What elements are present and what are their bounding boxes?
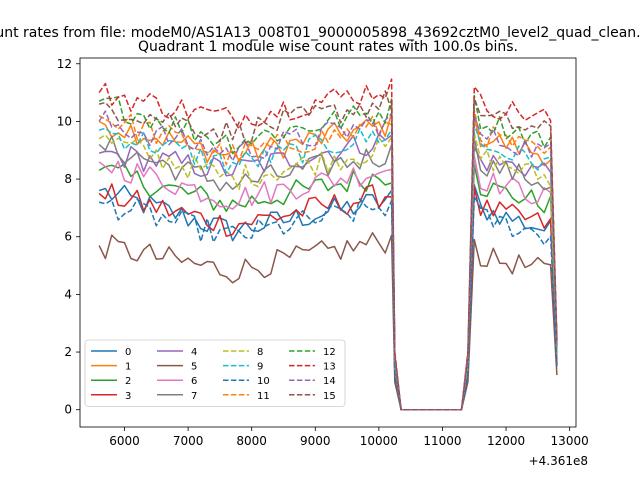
y-axis: 0 2 4 6 8 10 12 <box>57 57 80 417</box>
x-tick-label: 8000 <box>236 434 267 448</box>
series-line-11 <box>98 109 558 411</box>
legend-label-12: 12 <box>323 347 336 358</box>
legend-label-9: 9 <box>257 362 263 373</box>
series-line-9 <box>98 123 558 411</box>
series-line-1 <box>98 112 558 411</box>
y-tick-label: 10 <box>57 114 72 128</box>
plot-lines <box>98 78 558 411</box>
y-tick-label: 4 <box>64 287 72 301</box>
legend-label-15: 15 <box>323 391 336 402</box>
series-line-14 <box>98 110 558 411</box>
series-line-12 <box>98 94 558 411</box>
y-tick-label: 6 <box>64 230 72 244</box>
series-line-2 <box>98 163 558 411</box>
y-tick-label: 0 <box>64 403 72 417</box>
legend-label-7: 7 <box>191 391 197 402</box>
legend-label-5: 5 <box>191 362 197 373</box>
legend-label-14: 14 <box>323 376 336 387</box>
series-line-8 <box>98 132 558 411</box>
y-tick-label: 12 <box>57 57 72 71</box>
x-tick-label: 10000 <box>360 434 398 448</box>
legend-label-11: 11 <box>257 391 270 402</box>
legend-label-6: 6 <box>191 376 197 387</box>
chart-title: Quadrant 1 module wise count rates with … <box>138 39 518 55</box>
x-tick-label: 11000 <box>423 434 461 448</box>
series-line-10 <box>98 195 558 411</box>
legend-label-3: 3 <box>125 391 131 402</box>
legend-label-0: 0 <box>125 347 131 358</box>
series-line-7 <box>98 135 558 411</box>
legend-label-13: 13 <box>323 362 336 373</box>
series-line-3 <box>98 183 558 411</box>
plot-frame <box>79 57 577 428</box>
x-tick-label: 12000 <box>487 434 525 448</box>
legend-label-10: 10 <box>257 376 270 387</box>
legend-label-4: 4 <box>191 347 197 358</box>
x-tick-label: 7000 <box>173 434 204 448</box>
x-axis-offset-label: +4.361e8 <box>529 454 588 468</box>
legend-label-2: 2 <box>125 376 131 387</box>
x-axis: 6000 7000 8000 9000 10000 11000 12000 13000 <box>109 427 589 448</box>
x-tick-label: 9000 <box>300 434 331 448</box>
legend-box <box>84 339 346 407</box>
y-tick-label: 2 <box>64 345 72 359</box>
series-line-15 <box>98 90 558 411</box>
x-tick-label: 6000 <box>109 434 140 448</box>
figure-suptitle: Count rates from file: modeM0/AS1A13_008… <box>0 25 640 41</box>
series-line-5 <box>98 232 558 411</box>
y-tick-label: 8 <box>64 172 72 186</box>
series-line-4 <box>98 133 558 411</box>
legend-label-1: 1 <box>125 362 131 373</box>
series-line-6 <box>98 155 558 411</box>
legend-label-8: 8 <box>257 347 263 358</box>
x-tick-label: 13000 <box>551 434 589 448</box>
